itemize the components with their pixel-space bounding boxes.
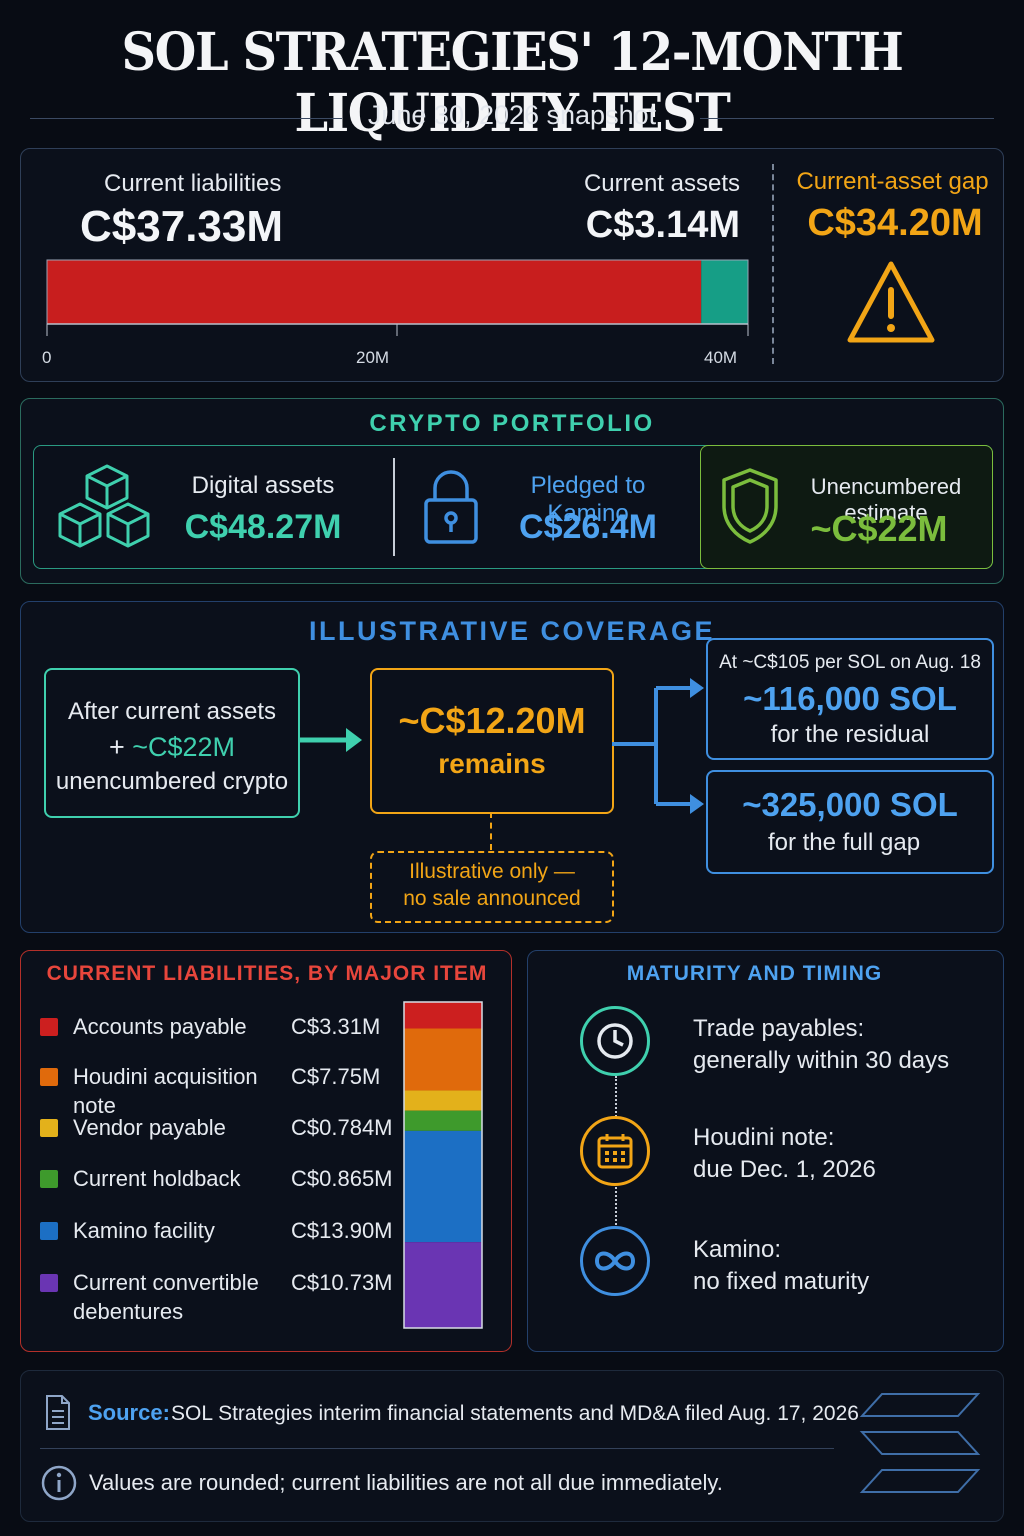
footer-divider bbox=[40, 1448, 834, 1449]
legend-swatch bbox=[40, 1018, 58, 1036]
full-gap-label: for the full gap bbox=[767, 829, 921, 856]
crypto-heading: CRYPTO PORTFOLIO bbox=[369, 410, 655, 437]
crypto-divider-1 bbox=[393, 458, 395, 556]
stack-segment bbox=[404, 1028, 482, 1091]
page-subtitle: June 30, 2026 snapshot bbox=[367, 100, 657, 130]
liability-item-label: Accounts payable bbox=[73, 1014, 247, 1039]
subtitle-rule-right bbox=[700, 118, 994, 119]
legend-swatch bbox=[40, 1068, 58, 1086]
legend-swatch bbox=[40, 1170, 58, 1188]
gap-divider bbox=[772, 164, 774, 364]
digital-assets-label: Digital assets bbox=[191, 472, 335, 499]
trade-payables-line1: Trade payables: bbox=[693, 1015, 865, 1042]
calendar-icon bbox=[580, 1116, 650, 1186]
liability-item-label: Current convertible debentures bbox=[73, 1270, 259, 1324]
unencumbered-value: ~C$22M bbox=[810, 508, 948, 549]
after-assets-line1: After current assets bbox=[67, 698, 277, 725]
liability-item-value: C$7.75M bbox=[291, 1064, 381, 1089]
liabilities-value: C$37.33M bbox=[80, 202, 284, 251]
coverage-heading: ILLUSTRATIVE COVERAGE bbox=[308, 616, 716, 646]
stack-segment bbox=[404, 1242, 482, 1328]
liability-item-value: C$0.784M bbox=[291, 1115, 393, 1140]
subtitle-rule-left bbox=[30, 118, 342, 119]
digital-assets-value: C$48.27M bbox=[184, 508, 342, 546]
note-connector bbox=[490, 812, 492, 850]
unencumbered-crypto-amount: ~C$22M bbox=[132, 732, 236, 762]
warning-triangle-icon bbox=[847, 261, 935, 343]
maturity-heading: MATURITY AND TIMING bbox=[626, 962, 883, 985]
footer-note: Values are rounded; current liabilities … bbox=[89, 1470, 723, 1495]
illustrative-note-card bbox=[370, 851, 614, 923]
pledged-value: C$26.4M bbox=[519, 508, 657, 546]
residual-label: for the residual bbox=[770, 721, 930, 748]
liability-item-label: Kamino facility bbox=[73, 1218, 215, 1243]
residual-card bbox=[706, 638, 994, 760]
liabilities-label: Current liabilities bbox=[104, 170, 282, 197]
padlock-icon bbox=[424, 470, 478, 544]
branch-arrows bbox=[612, 678, 704, 814]
liability-item-label: Houdini acquisition note bbox=[73, 1064, 258, 1118]
full-gap-card bbox=[706, 770, 994, 874]
legend-swatch bbox=[40, 1274, 58, 1292]
tick-label-20m: 20M bbox=[356, 348, 390, 367]
legend-swatch bbox=[40, 1222, 58, 1240]
stack-segment bbox=[404, 1130, 482, 1243]
note-line2: no sale announced bbox=[403, 887, 581, 910]
trade-payables-line2: generally within 30 days bbox=[693, 1047, 950, 1074]
tick-label-40m: 40M bbox=[704, 348, 738, 367]
page-title: SOL STRATEGIES' 12-MONTH LIQUIDITY TEST bbox=[121, 22, 903, 144]
kamino-line1: Kamino: bbox=[693, 1236, 782, 1263]
stack-segment bbox=[404, 1090, 482, 1111]
cubes-icon bbox=[58, 464, 150, 548]
liability-item-value: C$3.31M bbox=[291, 1014, 381, 1039]
full-gap-sol-value: ~325,000 SOL bbox=[742, 786, 958, 823]
note-line1: Illustrative only — bbox=[409, 860, 575, 883]
unencumbered-label: Unencumbered estimate bbox=[810, 474, 962, 525]
liability-item-value: C$0.865M bbox=[291, 1166, 393, 1191]
document-icon bbox=[46, 1395, 70, 1430]
stack-segment bbox=[404, 1002, 482, 1029]
remains-card bbox=[370, 668, 614, 814]
plus-sign: + bbox=[108, 732, 133, 762]
liability-item-label: Current holdback bbox=[73, 1166, 241, 1191]
gap-value: C$34.20M bbox=[807, 202, 983, 244]
unencumbered-card bbox=[700, 445, 993, 569]
after-assets-line2: + ~C$22M bbox=[44, 732, 300, 763]
liability-item-label: Vendor payable bbox=[73, 1115, 226, 1140]
legend-swatch bbox=[40, 1119, 58, 1137]
source-label: Source: bbox=[88, 1400, 170, 1425]
remains-value: ~C$12.20M bbox=[398, 700, 586, 741]
houdini-note-line2: due Dec. 1, 2026 bbox=[693, 1156, 876, 1183]
liabilities-bar bbox=[47, 260, 702, 324]
solana-logo-icon bbox=[859, 1393, 981, 1493]
residual-price-note: At ~C$105 per SOL on Aug. 18 bbox=[719, 652, 981, 673]
liabilities-stacked-bar bbox=[403, 1001, 483, 1329]
assets-bar bbox=[701, 260, 748, 324]
gap-label: Current-asset gap bbox=[796, 168, 989, 195]
remains-label: remains bbox=[438, 748, 546, 779]
clock-icon bbox=[580, 1006, 650, 1076]
stack-segment bbox=[404, 1110, 482, 1131]
assets-value: C$3.14M bbox=[585, 204, 740, 246]
liability-item-value: C$13.90M bbox=[291, 1218, 393, 1243]
kamino-line2: no fixed maturity bbox=[693, 1268, 870, 1295]
tick-label-0: 0 bbox=[42, 348, 52, 367]
source-text: SOL Strategies interim financial stateme… bbox=[171, 1402, 859, 1425]
residual-sol-value: ~116,000 SOL bbox=[743, 680, 957, 717]
stack-outline bbox=[403, 1001, 483, 1329]
info-icon bbox=[41, 1465, 77, 1501]
coverage-panel bbox=[20, 601, 1004, 933]
after-assets-line3: unencumbered crypto bbox=[55, 768, 289, 795]
houdini-note-line1: Houdini note: bbox=[693, 1124, 835, 1151]
liabilities-breakdown-heading: CURRENT LIABILITIES, BY MAJOR ITEM bbox=[46, 962, 488, 985]
after-current-assets-card bbox=[44, 668, 300, 818]
liabilities-vs-assets-bar bbox=[46, 259, 749, 336]
arrow-right-icon bbox=[300, 728, 362, 752]
pledged-label: Pledged to Kamino bbox=[530, 472, 646, 527]
infinity-icon bbox=[580, 1226, 650, 1296]
footer-panel bbox=[20, 1370, 1004, 1522]
shield-icon bbox=[722, 468, 778, 544]
liability-item-value: C$10.73M bbox=[291, 1270, 393, 1295]
assets-label: Current assets bbox=[583, 170, 740, 197]
